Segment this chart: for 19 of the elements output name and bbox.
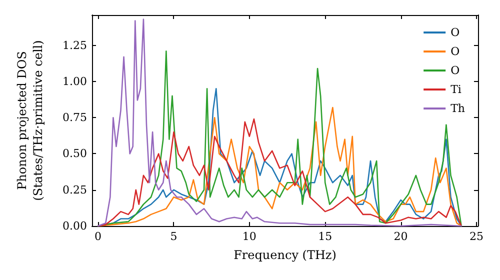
y-tick-label: 1.00: [62, 74, 87, 88]
x-tick-label: 20: [394, 230, 408, 243]
legend-label: O: [450, 64, 460, 77]
x-tick-label: 25: [469, 230, 484, 243]
x-tick-label: 10: [242, 230, 256, 243]
y-tick-label: 0.75: [62, 111, 87, 124]
legend-label: O: [450, 45, 460, 58]
y-tick-label: 1.25: [62, 38, 87, 52]
x-axis-title: Frequency (THz): [234, 248, 336, 262]
y-tick-label: 0.25: [62, 183, 87, 196]
x-tick-label: 15: [318, 230, 332, 243]
y-tick-label: 0.00: [62, 220, 87, 232]
y-tick-label: 0.50: [62, 147, 87, 160]
x-tick-label: 0: [94, 230, 102, 243]
y-axis-title: Phonon projected DOS (States/THz·primitive cell): [15, 40, 45, 201]
legend-label: Ti: [450, 83, 462, 96]
legend-label: O: [450, 26, 460, 39]
x-tick-label: 5: [170, 230, 178, 243]
legend-label: Th: [450, 102, 465, 115]
